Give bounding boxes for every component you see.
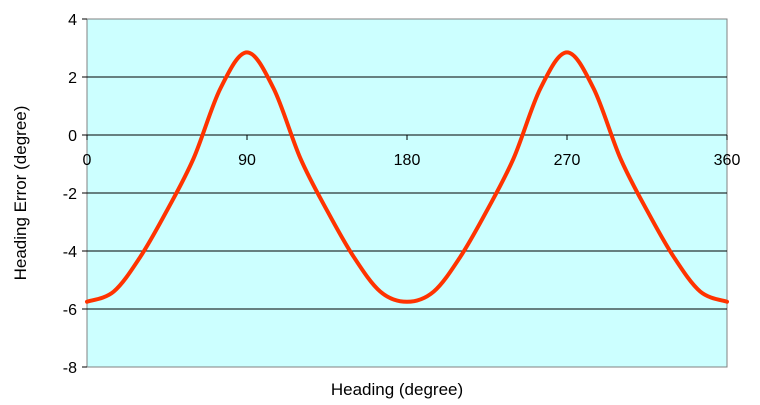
x-axis-ticks: 0 90 180 270 360 bbox=[83, 135, 741, 169]
x-tick-label: 360 bbox=[714, 152, 741, 169]
series-line bbox=[85, 50, 729, 304]
y-tick-label: -2 bbox=[63, 186, 77, 203]
y-tick-label: 4 bbox=[68, 12, 77, 29]
y-tick-label: -4 bbox=[63, 244, 77, 261]
x-tick-label: 0 bbox=[83, 152, 92, 169]
x-axis-title: Heading (degree) bbox=[331, 380, 463, 399]
y-tick-label: -8 bbox=[63, 360, 77, 377]
x-tick-label: 180 bbox=[394, 152, 421, 169]
x-tick-label: 90 bbox=[238, 152, 256, 169]
y-tick-label: 2 bbox=[68, 70, 77, 87]
y-tick-label: -6 bbox=[63, 302, 77, 319]
x-tick-label: 270 bbox=[554, 152, 581, 169]
y-axis-title: Heading Error (degree) bbox=[11, 106, 30, 281]
y-axis-ticks: 4 2 0 -2 -4 -6 -8 bbox=[63, 12, 87, 377]
y-tick-label: 0 bbox=[68, 128, 77, 145]
